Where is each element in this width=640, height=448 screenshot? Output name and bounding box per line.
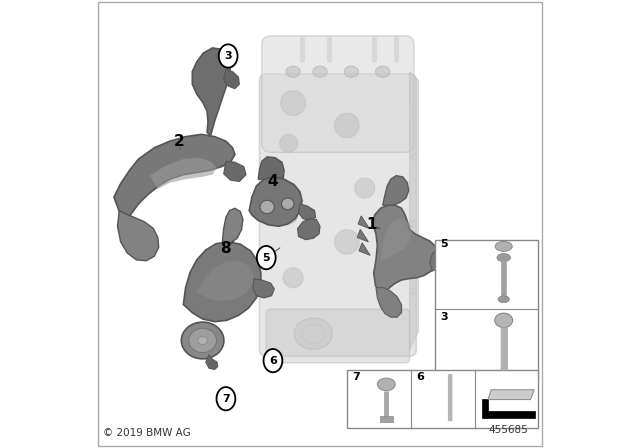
Polygon shape bbox=[488, 390, 534, 400]
Ellipse shape bbox=[335, 229, 359, 254]
Text: 7: 7 bbox=[222, 394, 230, 404]
Text: 7: 7 bbox=[352, 372, 360, 382]
Ellipse shape bbox=[286, 66, 300, 77]
Ellipse shape bbox=[313, 66, 327, 77]
Text: 1: 1 bbox=[366, 216, 377, 232]
Polygon shape bbox=[298, 204, 316, 220]
Ellipse shape bbox=[181, 322, 224, 359]
Ellipse shape bbox=[412, 108, 417, 115]
Polygon shape bbox=[380, 219, 412, 261]
Polygon shape bbox=[258, 157, 284, 179]
Text: 4: 4 bbox=[268, 174, 278, 189]
Text: 6: 6 bbox=[416, 372, 424, 382]
Text: 8: 8 bbox=[221, 241, 231, 256]
Polygon shape bbox=[196, 261, 253, 301]
Polygon shape bbox=[482, 399, 535, 418]
Ellipse shape bbox=[495, 241, 512, 251]
Ellipse shape bbox=[281, 90, 305, 115]
Bar bbox=[435, 240, 538, 379]
Ellipse shape bbox=[378, 378, 396, 391]
Text: 5: 5 bbox=[262, 253, 270, 263]
Ellipse shape bbox=[335, 113, 359, 138]
Ellipse shape bbox=[219, 44, 237, 68]
Polygon shape bbox=[357, 229, 369, 242]
Polygon shape bbox=[118, 211, 159, 261]
Polygon shape bbox=[373, 205, 439, 293]
FancyBboxPatch shape bbox=[266, 309, 410, 363]
Ellipse shape bbox=[498, 296, 509, 303]
Polygon shape bbox=[222, 208, 243, 243]
Ellipse shape bbox=[495, 313, 513, 327]
Ellipse shape bbox=[282, 198, 294, 210]
Text: 5: 5 bbox=[440, 239, 448, 249]
Polygon shape bbox=[114, 134, 235, 225]
Polygon shape bbox=[205, 355, 218, 370]
Ellipse shape bbox=[344, 66, 358, 77]
Text: 2: 2 bbox=[173, 134, 184, 149]
Ellipse shape bbox=[412, 153, 417, 160]
Polygon shape bbox=[376, 288, 401, 317]
Ellipse shape bbox=[198, 336, 207, 345]
Polygon shape bbox=[358, 216, 369, 228]
Bar bbox=[380, 416, 392, 422]
Ellipse shape bbox=[412, 288, 417, 295]
Ellipse shape bbox=[412, 220, 417, 228]
Ellipse shape bbox=[294, 318, 332, 349]
Bar bbox=[347, 370, 538, 428]
Polygon shape bbox=[223, 69, 239, 89]
Polygon shape bbox=[192, 48, 230, 137]
FancyBboxPatch shape bbox=[262, 36, 414, 152]
Ellipse shape bbox=[280, 134, 298, 152]
Polygon shape bbox=[183, 242, 261, 322]
Ellipse shape bbox=[497, 254, 511, 262]
Ellipse shape bbox=[189, 328, 216, 353]
Text: © 2019 BMW AG: © 2019 BMW AG bbox=[102, 428, 191, 438]
Polygon shape bbox=[150, 158, 217, 189]
Polygon shape bbox=[359, 243, 370, 255]
Polygon shape bbox=[430, 247, 451, 271]
Ellipse shape bbox=[376, 66, 390, 77]
Ellipse shape bbox=[260, 200, 275, 214]
Text: 3: 3 bbox=[440, 312, 448, 322]
Text: 455685: 455685 bbox=[488, 426, 528, 435]
Polygon shape bbox=[298, 219, 320, 240]
Polygon shape bbox=[410, 72, 419, 349]
Polygon shape bbox=[253, 279, 275, 298]
FancyBboxPatch shape bbox=[260, 74, 416, 356]
Polygon shape bbox=[249, 177, 302, 226]
Polygon shape bbox=[223, 161, 246, 181]
Polygon shape bbox=[383, 176, 409, 205]
Ellipse shape bbox=[355, 178, 375, 198]
Ellipse shape bbox=[257, 246, 276, 269]
Ellipse shape bbox=[280, 206, 298, 224]
Ellipse shape bbox=[302, 324, 324, 343]
Text: 3: 3 bbox=[225, 51, 232, 61]
Text: 6: 6 bbox=[269, 356, 277, 366]
Ellipse shape bbox=[264, 349, 282, 372]
Ellipse shape bbox=[216, 387, 236, 410]
Ellipse shape bbox=[283, 267, 303, 288]
